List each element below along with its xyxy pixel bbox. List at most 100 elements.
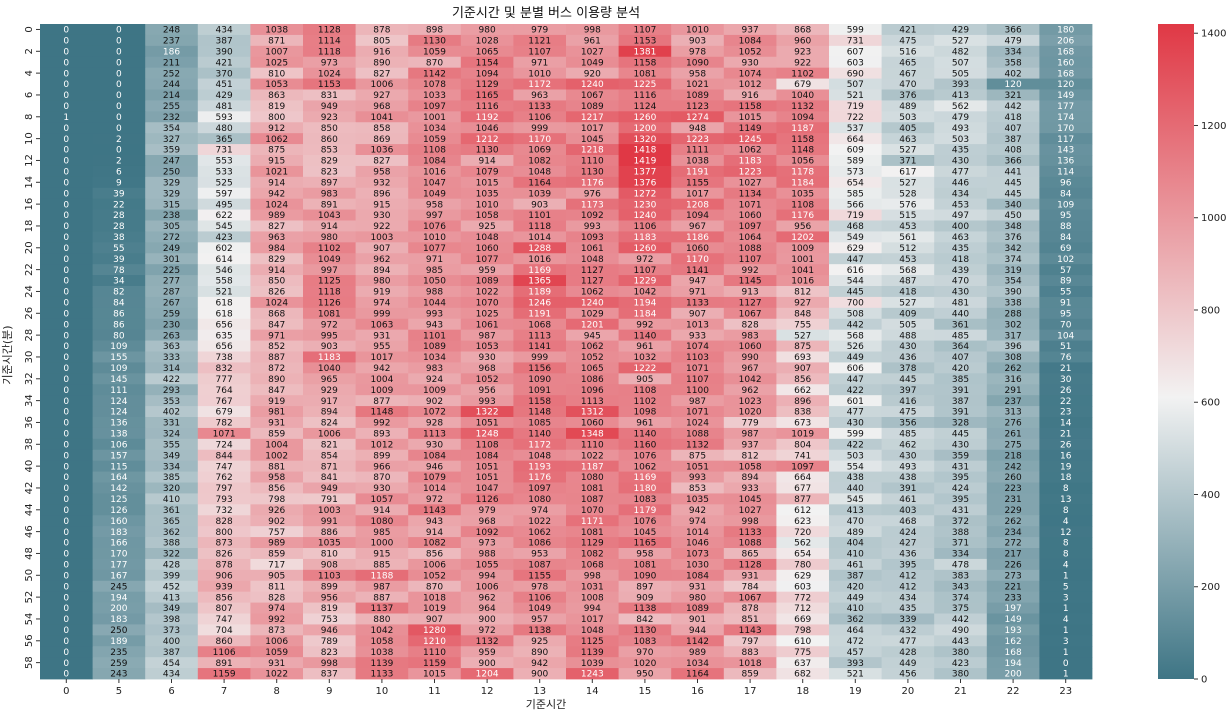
cell-value-label: 1024 — [265, 299, 288, 309]
heatmap-cell — [460, 569, 514, 582]
heatmap-cell — [776, 384, 830, 396]
cell-value-label: 913 — [742, 288, 759, 298]
cell-value-label: 1060 — [476, 244, 499, 254]
cell-value-label: 856 — [794, 375, 811, 385]
cell-value-label: 366 — [1005, 26, 1022, 36]
cell-value-label: 810 — [268, 69, 285, 79]
heatmap-cell — [566, 591, 619, 603]
heatmap-cell — [618, 111, 672, 123]
heatmap-cell — [1039, 45, 1093, 58]
cell-value-label: 983 — [426, 364, 443, 374]
heatmap-cell — [250, 613, 304, 625]
heatmap-cell — [460, 460, 514, 472]
cell-value-label: 919 — [268, 397, 285, 407]
cell-value-label: 1418 — [633, 146, 656, 156]
cell-value-label: 527 — [899, 299, 916, 309]
heatmap-cell — [829, 231, 882, 243]
heatmap-cell — [776, 340, 830, 352]
heatmap-cell — [881, 176, 935, 189]
heatmap-cell — [618, 133, 672, 145]
heatmap-cell — [460, 580, 514, 593]
cell-value-label: 409 — [899, 309, 916, 319]
heatmap-cell — [355, 417, 409, 429]
heatmap-cell — [829, 384, 882, 396]
cell-value-label: 767 — [216, 397, 233, 407]
cell-value-label: 0 — [63, 430, 69, 440]
heatmap-cell — [197, 340, 251, 352]
cell-value-label: 979 — [531, 26, 548, 36]
heatmap-cell — [40, 449, 93, 462]
x-tick-label: 11 — [428, 686, 441, 697]
cell-value-label: 1114 — [318, 37, 341, 47]
cell-value-label: 1153 — [633, 37, 656, 47]
heatmap-cell — [1039, 438, 1093, 451]
cell-value-label: 439 — [952, 266, 969, 276]
cell-value-label: 19 — [1060, 462, 1072, 472]
heatmap-cell — [776, 176, 830, 189]
cell-value-label: 1016 — [791, 277, 814, 287]
cell-value-label: 1060 — [581, 419, 604, 429]
heatmap-cell — [934, 100, 988, 112]
heatmap-cell — [671, 504, 725, 516]
cell-value-label: 1047 — [423, 178, 446, 188]
heatmap-cell — [40, 624, 93, 636]
heatmap-cell — [1039, 89, 1093, 101]
cell-value-label: 747 — [216, 615, 233, 625]
heatmap-cell — [829, 176, 882, 189]
cell-value-label: 1017 — [581, 615, 604, 625]
heatmap-cell — [1039, 187, 1093, 200]
heatmap-cell — [513, 253, 567, 265]
heatmap-cell — [355, 569, 409, 582]
cell-value-label: 0 — [63, 550, 69, 560]
cell-value-label: 503 — [899, 113, 916, 123]
heatmap-cell — [92, 624, 146, 636]
heatmap-cell — [723, 329, 777, 341]
cell-value-label: 1018 — [423, 593, 446, 603]
heatmap-cell — [671, 89, 725, 101]
heatmap-cell — [513, 133, 567, 145]
cell-value-label: 900 — [479, 615, 496, 625]
cell-value-label: 1031 — [581, 582, 604, 592]
heatmap-cell — [197, 253, 251, 265]
cell-value-label: 562 — [794, 539, 811, 549]
heatmap-cell — [40, 176, 93, 189]
cell-value-label: 217 — [1005, 550, 1022, 560]
heatmap-cell — [934, 318, 988, 331]
cell-value-label: 1017 — [370, 353, 393, 363]
cell-value-label: 1230 — [633, 200, 656, 210]
heatmap-cell — [671, 602, 725, 614]
cell-value-label: 1019 — [423, 604, 446, 614]
cell-value-label: 451 — [216, 80, 233, 90]
heatmap-cell — [460, 198, 514, 210]
cell-value-label: 388 — [163, 539, 180, 549]
heatmap-cell — [303, 155, 356, 167]
cell-value-label: 1130 — [423, 37, 446, 47]
cell-value-label: 143 — [1057, 146, 1074, 156]
cell-value-label: 1052 — [581, 353, 604, 363]
cell-value-label: 398 — [163, 615, 180, 625]
cell-value-label: 1081 — [318, 309, 341, 319]
heatmap-cell — [934, 296, 988, 309]
heatmap-cell — [92, 340, 146, 352]
cell-value-label: 856 — [268, 484, 285, 494]
heatmap-cell — [408, 78, 462, 90]
cell-value-label: 682 — [794, 670, 811, 680]
cell-value-label: 1056 — [791, 157, 814, 167]
heatmap-cell — [723, 220, 777, 232]
cell-value-label: 430 — [952, 288, 969, 298]
cell-value-label: 0 — [116, 146, 122, 156]
heatmap-cell — [513, 100, 567, 112]
cell-value-label: 1012 — [739, 80, 762, 90]
cell-value-label: 276 — [1005, 419, 1022, 429]
heatmap-cell — [460, 635, 514, 647]
heatmap-cell — [934, 449, 988, 462]
heatmap-cell — [145, 635, 199, 647]
cell-value-label: 1118 — [318, 47, 341, 57]
cell-value-label: 23 — [1060, 408, 1071, 418]
cell-value-label: 700 — [847, 299, 864, 309]
heatmap-cell — [723, 482, 777, 494]
x-tick-label: 10 — [376, 686, 389, 697]
heatmap-cell — [40, 264, 93, 276]
cell-value-label: 1 — [1063, 604, 1069, 614]
cell-value-label: 917 — [321, 397, 338, 407]
